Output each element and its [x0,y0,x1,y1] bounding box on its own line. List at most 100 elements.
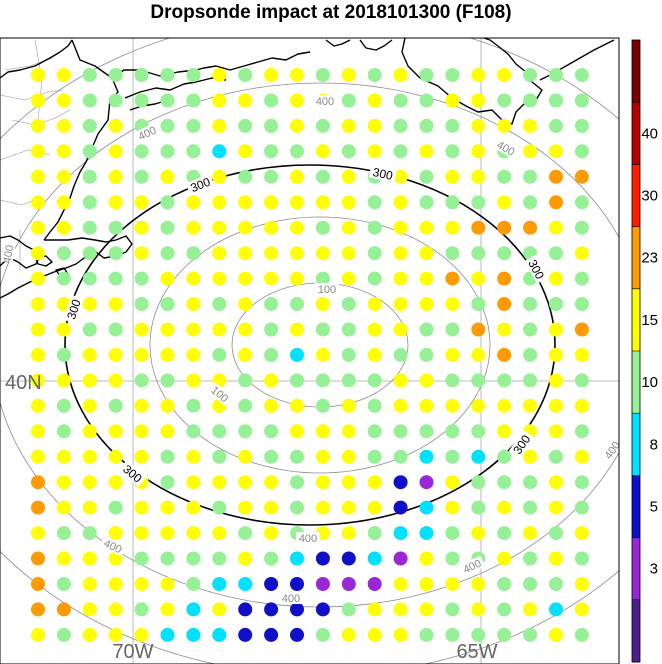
impact-dot [393,169,408,184]
impact-dot [419,322,434,337]
impact-dot [419,577,434,591]
impact-dot [574,526,589,541]
impact-dot [574,500,589,515]
impact-dot [471,475,486,490]
impact-dot [238,297,253,311]
impact-dot [108,322,123,337]
impact-dot [290,424,304,439]
impact-dot [134,144,149,159]
impact-dot [471,373,486,388]
impact-dot [264,347,279,362]
colorbar-segment [632,164,640,228]
impact-dot [160,68,175,82]
impact-dot [315,195,330,210]
impact-dot [31,475,45,490]
impact-dot [134,271,149,286]
impact-dot [497,602,512,617]
impact-dot [341,424,356,439]
colorbar-label: 5 [650,499,658,516]
impact-dot [419,246,434,261]
impact-dot [497,449,512,464]
impact-dot [56,577,71,591]
impact-dot [419,449,434,464]
impact-dot [82,169,97,184]
impact-dot [367,627,382,642]
impact-dot [367,68,382,82]
ring-label-300: 300 [64,297,84,321]
impact-dot [186,398,201,413]
impact-dot [264,271,279,286]
impact-dot [186,93,201,108]
impact-dot [212,220,227,235]
impact-dot [393,526,408,541]
colorbar-label: 3 [650,561,658,578]
impact-dot [471,144,486,159]
impact-dot [367,449,382,464]
impact-dot [367,577,382,591]
impact-dot [549,246,563,261]
impact-dot [341,602,356,617]
impact-dot [160,424,175,439]
impact-dot [134,551,149,566]
impact-dot [419,500,434,515]
impact-dot [367,93,382,108]
impact-dot [108,424,123,439]
impact-dot [264,169,279,184]
impact-dot [419,627,434,642]
impact-dot [315,246,330,261]
ring-label-300: 300 [372,165,395,183]
impact-dot [82,627,97,642]
impact-dot [238,322,253,337]
impact-dot [56,627,71,642]
impact-dot [367,246,382,261]
impact-dot [186,500,201,515]
impact-dot [523,169,538,184]
impact-dot [471,577,486,591]
impact-dot [419,526,434,541]
impact-dot [445,627,460,642]
impact-dot [445,220,460,235]
impact-dot [290,144,304,159]
impact-dot [549,195,563,210]
impact-dot [574,93,589,108]
impact-dot [419,68,434,82]
impact-dot [264,93,279,108]
impact-dot [523,195,538,210]
impact-dot [290,627,304,642]
impact-dot [393,297,408,311]
impact-dot [523,475,538,490]
impact-dot [367,398,382,413]
impact-dot [574,271,589,286]
impact-dot [264,118,279,133]
impact-dot [523,449,538,464]
impact-dot [264,526,279,541]
impact-dot [108,297,123,311]
impact-dot [419,271,434,286]
impact-dot [523,347,538,362]
colorbar-segment [632,102,640,165]
impact-dot [315,449,330,464]
impact-dot [393,322,408,337]
impact-dot [497,475,512,490]
impact-dot [419,220,434,235]
impact-dot [445,271,460,286]
impact-dot [315,347,330,362]
impact-dot [445,602,460,617]
impact-dot [238,144,253,159]
impact-dot [341,246,356,261]
impact-dot [367,220,382,235]
impact-dot [419,144,434,159]
impact-dot [31,526,45,541]
impact-dot [549,68,563,82]
impact-dot [134,297,149,311]
impact-dot [393,93,408,108]
impact-dot [341,68,356,82]
impact-dot [56,449,71,464]
impact-dot [56,195,71,210]
impact-dot [549,93,563,108]
impact-dot [393,246,408,261]
impact-dot [549,526,563,541]
impact-dot [574,144,589,159]
colorbar-segment [632,288,640,352]
impact-dot [160,551,175,566]
